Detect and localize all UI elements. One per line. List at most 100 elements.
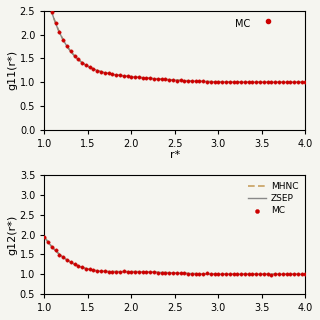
MHNC bbox=[166, 271, 170, 275]
MC bbox=[299, 271, 304, 276]
Point bbox=[182, 79, 187, 84]
MHNC bbox=[184, 271, 188, 275]
MC bbox=[129, 269, 134, 274]
Point bbox=[144, 76, 149, 81]
ZSEP bbox=[198, 272, 202, 276]
MC bbox=[242, 272, 247, 277]
Point bbox=[246, 79, 251, 84]
Point bbox=[303, 80, 308, 85]
MC bbox=[80, 265, 85, 270]
MC bbox=[284, 272, 289, 277]
Point bbox=[212, 79, 217, 84]
Point bbox=[201, 79, 206, 84]
ZSEP bbox=[168, 271, 172, 275]
MC bbox=[295, 272, 300, 277]
Point bbox=[186, 79, 191, 84]
MC bbox=[174, 270, 179, 276]
MC bbox=[178, 270, 183, 276]
Point bbox=[68, 49, 73, 54]
MC bbox=[106, 269, 111, 274]
Point bbox=[216, 79, 221, 84]
Point bbox=[45, 0, 51, 2]
MC bbox=[114, 269, 119, 274]
Point bbox=[254, 80, 259, 85]
Point bbox=[132, 75, 138, 80]
ZSEP bbox=[297, 272, 301, 276]
MHNC bbox=[198, 272, 202, 276]
Point bbox=[193, 78, 198, 84]
Point bbox=[284, 79, 289, 84]
MC bbox=[53, 248, 58, 253]
MC bbox=[189, 271, 195, 276]
Point bbox=[258, 80, 263, 85]
MC bbox=[136, 269, 141, 275]
Legend: MHNC, ZSEP, MC: MHNC, ZSEP, MC bbox=[245, 180, 301, 218]
MC bbox=[276, 272, 282, 277]
Point bbox=[140, 76, 145, 81]
MC bbox=[193, 272, 198, 277]
MC bbox=[201, 271, 206, 276]
MHNC bbox=[303, 272, 307, 276]
Point bbox=[57, 30, 62, 35]
Point bbox=[87, 65, 92, 70]
MC bbox=[227, 271, 232, 276]
Point bbox=[204, 79, 210, 84]
Point bbox=[174, 78, 179, 83]
X-axis label: r*: r* bbox=[170, 150, 180, 160]
MC bbox=[144, 269, 149, 275]
Point bbox=[136, 75, 141, 80]
MHNC bbox=[297, 272, 301, 276]
MC bbox=[132, 269, 138, 274]
Text: MC: MC bbox=[235, 19, 250, 29]
MC bbox=[45, 239, 51, 244]
MC bbox=[102, 269, 108, 274]
Point bbox=[273, 80, 278, 85]
Point bbox=[60, 37, 66, 43]
Point bbox=[76, 57, 81, 62]
Point bbox=[80, 60, 85, 65]
ZSEP bbox=[42, 235, 46, 239]
MC bbox=[223, 271, 228, 276]
MC bbox=[64, 257, 69, 262]
Point bbox=[95, 68, 100, 73]
Point bbox=[197, 79, 202, 84]
MC bbox=[99, 269, 104, 274]
MC bbox=[273, 272, 278, 277]
Point bbox=[288, 79, 293, 84]
MC bbox=[303, 272, 308, 277]
Point bbox=[167, 77, 172, 83]
Point bbox=[121, 73, 126, 78]
Point bbox=[280, 80, 285, 85]
MC bbox=[182, 271, 187, 276]
MC bbox=[269, 272, 274, 277]
MC bbox=[288, 271, 293, 276]
MC bbox=[91, 268, 96, 273]
MC bbox=[125, 269, 130, 274]
Point bbox=[129, 75, 134, 80]
MC bbox=[60, 255, 66, 260]
Point bbox=[227, 80, 232, 85]
Point bbox=[189, 78, 195, 84]
MC bbox=[246, 272, 251, 277]
Y-axis label: g11(r*): g11(r*) bbox=[7, 50, 17, 90]
Line: ZSEP: ZSEP bbox=[44, 237, 305, 274]
MC bbox=[208, 271, 213, 276]
Point bbox=[295, 79, 300, 84]
Point bbox=[299, 80, 304, 85]
Point bbox=[117, 73, 123, 78]
MC bbox=[110, 269, 115, 274]
MC bbox=[87, 267, 92, 272]
MC bbox=[170, 270, 175, 276]
MC bbox=[72, 262, 77, 267]
Point bbox=[64, 43, 69, 48]
Point bbox=[163, 77, 168, 82]
Point bbox=[53, 20, 58, 26]
Point bbox=[170, 77, 175, 82]
MC bbox=[186, 271, 191, 276]
Point bbox=[261, 80, 266, 85]
MC bbox=[49, 244, 54, 249]
Y-axis label: g12(r*): g12(r*) bbox=[7, 214, 17, 255]
MC bbox=[238, 271, 244, 276]
Point bbox=[231, 79, 236, 84]
MC bbox=[231, 271, 236, 276]
